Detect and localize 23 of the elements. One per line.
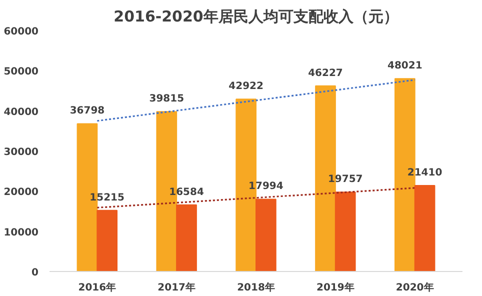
data-label: 39815 (149, 94, 184, 105)
bar (334, 192, 356, 272)
bar (256, 198, 276, 272)
x-tick-label: 2016年 (78, 282, 116, 294)
data-label: 48021 (388, 60, 422, 72)
y-tick-label: 50000 (4, 66, 39, 78)
y-tick-label: 40000 (4, 106, 39, 118)
y-tick-label: 0 (32, 268, 39, 278)
chart-title: 2016-2020年居民人均可支配收入（元） (114, 8, 398, 26)
x-tick-label: 2017年 (158, 282, 196, 294)
x-tick-label: 2018年 (237, 282, 275, 294)
data-label: 36798 (70, 106, 105, 117)
y-tick-label: 30000 (4, 147, 39, 158)
x-tick-label: 2019年 (316, 282, 354, 294)
bar (96, 210, 118, 272)
bar (414, 185, 436, 272)
data-label: 42922 (228, 81, 264, 92)
y-tick-label: 10000 (4, 227, 39, 238)
bar (176, 204, 197, 272)
data-label: 46227 (308, 68, 343, 79)
y-tick-label: 60000 (4, 26, 39, 38)
y-tick-label: 20000 (4, 187, 39, 198)
x-tick-label: 2020年 (396, 282, 434, 294)
